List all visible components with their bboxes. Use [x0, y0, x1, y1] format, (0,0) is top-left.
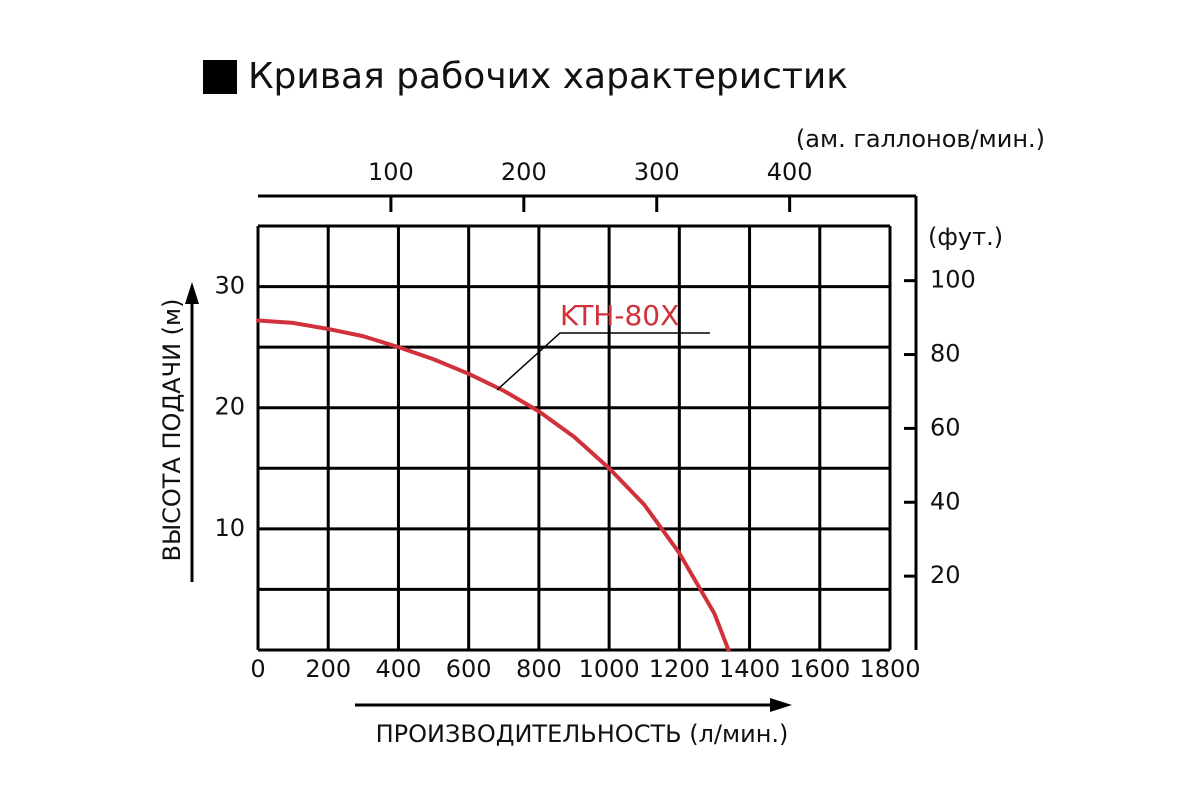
y2-tick-label: 80	[930, 340, 961, 368]
y2-tick-label: 100	[930, 266, 976, 294]
y2-tick-label: 40	[930, 487, 961, 515]
x-tick-label: 1800	[859, 655, 920, 683]
series-line	[256, 318, 731, 652]
chart-title: Кривая рабочих характеристик	[248, 56, 848, 97]
series-label: KTH-80X	[560, 299, 679, 332]
y2-axis-label: (фут.)	[928, 223, 1003, 251]
x2-tick-label: 200	[501, 158, 547, 186]
x2-axis-label: (ам. галлонов/мин.)	[796, 125, 1045, 153]
label-leader	[496, 332, 710, 391]
x-tick-label: 1200	[649, 655, 710, 683]
y2-tick-label: 60	[930, 413, 961, 441]
x2-tick-label: 400	[767, 158, 813, 186]
x-tick-label: 1400	[719, 655, 780, 683]
x-tick-label: 400	[376, 655, 422, 683]
x-arrow-head	[770, 698, 792, 712]
x-tick-label: 800	[516, 655, 562, 683]
y2-tick-label: 20	[930, 561, 961, 589]
y-tick-label: 30	[214, 272, 245, 300]
x-tick-label: 1000	[579, 655, 640, 683]
y-axis-label: ВЫСОТА ПОДАЧИ (м)	[158, 299, 186, 562]
x-tick-label: 0	[250, 655, 265, 683]
x2-tick-label: 100	[368, 158, 414, 186]
y-arrow-head	[185, 282, 199, 304]
y-tick-label: 20	[214, 393, 245, 421]
x-axis-label: ПРОИЗВОДИТЕЛЬНОСТЬ (л/мин.)	[376, 720, 789, 748]
x-tick-label: 600	[446, 655, 492, 683]
y-tick-label: 10	[214, 514, 245, 542]
title-marker	[203, 60, 237, 94]
x-tick-label: 1600	[789, 655, 850, 683]
x-tick-label: 200	[305, 655, 351, 683]
x2-tick-label: 300	[634, 158, 680, 186]
